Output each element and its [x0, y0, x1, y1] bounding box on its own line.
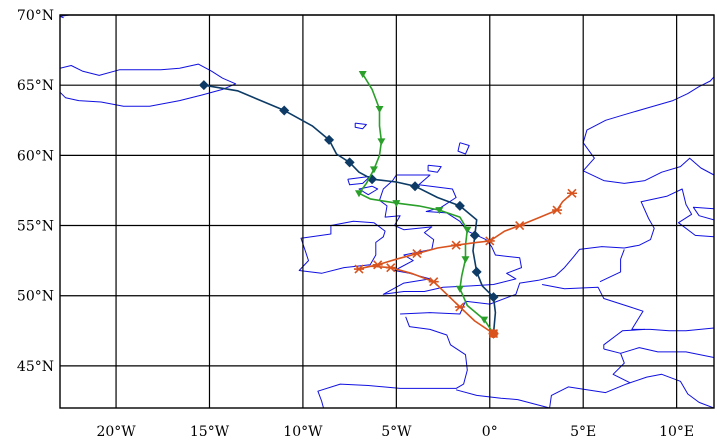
trajectory-marker [410, 181, 421, 192]
trajectory-marker [484, 236, 495, 246]
trajectory-marker [369, 166, 378, 174]
trajectory-marker [480, 316, 489, 324]
coastline-12 [582, 157, 714, 184]
trajectory-marker [455, 285, 464, 293]
trajectory-marker [392, 200, 401, 208]
trajectory-marker [428, 277, 439, 287]
trajectory-marker [463, 226, 472, 234]
trajectory-marker [385, 263, 396, 273]
trajectory-marker [353, 264, 364, 274]
y-tick-label: 65°N [17, 78, 54, 94]
trajectory-marker [375, 106, 384, 114]
graticule [60, 14, 714, 408]
coastline-14 [549, 373, 714, 408]
trajectory-marker [279, 105, 290, 116]
trajectory-marker [411, 249, 422, 259]
x-tick-label: 10°W [283, 424, 323, 440]
coastline-5 [379, 174, 522, 295]
x-tick-label: 15°W [190, 424, 230, 440]
y-tick-label: 70°N [17, 8, 54, 24]
coastline-2 [354, 122, 367, 130]
trajectory-line [358, 192, 573, 335]
y-tick-label: 60°N [17, 148, 54, 164]
coastline-13 [317, 316, 468, 408]
trajectory-marker [454, 200, 465, 211]
coastline-8 [298, 220, 386, 274]
trajectory-marker [198, 80, 209, 91]
coastline-18 [599, 249, 625, 283]
y-tick-label: 45°N [17, 359, 54, 375]
coastline-1 [60, 63, 237, 107]
x-tick-label: 0° [482, 424, 498, 440]
origin-point [489, 329, 499, 339]
x-tick-label: 5°E [570, 424, 596, 440]
trajectory-line [358, 73, 495, 335]
trajectory-marker [377, 138, 386, 146]
coastlines [60, 15, 714, 408]
x-tick-label: 10°E [659, 424, 694, 440]
trajectory-marker [552, 205, 563, 215]
coastline-7 [347, 175, 371, 186]
tick-labels: 20°W 15°W 10°W 5°W 0° 5°E 10°E 45°N 50°N 55°N 60°N… [17, 8, 694, 440]
trajectory-marker [358, 70, 367, 78]
trajectory-marker [372, 260, 383, 270]
map-frame [59, 14, 715, 409]
coastline-11 [582, 76, 714, 172]
y-tick-label: 50°N [17, 289, 54, 305]
coastline-20 [620, 347, 714, 358]
y-tick-label: 55°N [17, 219, 54, 235]
trajectories [198, 70, 577, 339]
coastline-19 [603, 328, 645, 349]
trajectory-marker [324, 134, 335, 145]
trajectory-marker [435, 207, 444, 215]
coastline-3 [457, 142, 470, 155]
coastline-16 [603, 348, 631, 384]
x-tick-label: 5°W [381, 424, 412, 440]
trajectory-marker [471, 266, 482, 277]
trajectory-marker [451, 240, 462, 250]
coastline-10 [692, 206, 714, 221]
trajectory-marker [354, 190, 363, 198]
trajectory-marker [454, 302, 465, 312]
x-tick-label: 20°W [96, 424, 136, 440]
trajectory-marker [344, 157, 355, 168]
trajectory-marker [488, 292, 499, 303]
trajectory-3 [353, 188, 577, 339]
trajectory-2 [354, 70, 498, 338]
coastline-17 [455, 389, 550, 408]
coastline-4 [427, 164, 442, 173]
trajectory-marker [566, 188, 577, 198]
trajectory-marker [514, 220, 525, 231]
coastline-15 [542, 284, 714, 332]
trajectory-line [203, 84, 497, 334]
trajectory-marker [469, 230, 480, 241]
trajectory-marker [461, 256, 470, 264]
